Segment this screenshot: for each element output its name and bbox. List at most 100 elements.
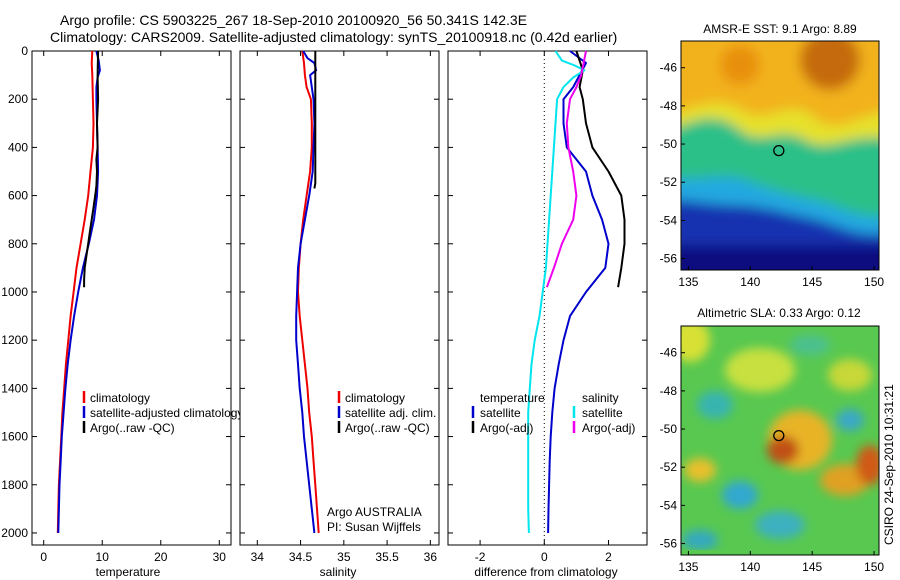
y-tick-label: 600 <box>8 189 28 203</box>
series-line-satellite-adj-clim <box>295 50 318 534</box>
map-x-tick-label: 140 <box>740 560 760 574</box>
sla-argo-location-marker <box>773 429 785 442</box>
x-tick-label: 0 <box>541 550 548 564</box>
x-tick-label: 34.5 <box>289 550 313 564</box>
figure-title-line2: Climatology: CARS2009. Satellite-adjuste… <box>50 29 617 45</box>
x-tick-label: -2 <box>475 550 486 564</box>
map-x-tick-label: 150 <box>864 275 884 289</box>
y-tick-label: 1000 <box>1 285 28 299</box>
difference-xlabel: difference from climatology <box>474 565 617 579</box>
salinity-legend: climatology satellite adj. clim. Argo(..… <box>337 391 436 435</box>
sst-map-panel: AMSR-E SST: 9.1 Argo: 8.89 135 140 145 150 -… <box>660 22 885 289</box>
temperature-axes-frame <box>31 50 232 546</box>
x-tick-label: 0 <box>40 550 47 564</box>
series-line-temperature-argo-adj <box>575 50 626 288</box>
sst-argo-location-marker <box>773 144 785 157</box>
sst-field-cold-edge <box>681 176 879 235</box>
y-tick-label: 1800 <box>1 478 28 492</box>
series-line-temperature-satellite <box>547 50 610 534</box>
salinity-xlabel: salinity <box>320 565 357 579</box>
sla-feature-low <box>722 481 758 509</box>
map-y-tick-label: -52 <box>660 175 678 189</box>
x-tick-label: 20 <box>154 550 168 564</box>
legend-label-sal-satellite: satellite <box>582 406 623 420</box>
temperature-xlabel: temperature <box>96 565 161 579</box>
y-tick-label: 1200 <box>1 333 28 347</box>
sla-feature-high <box>828 359 872 391</box>
map-y-tick-label: -46 <box>660 61 678 75</box>
legend-label-satellite-adjusted: satellite-adjusted climatology <box>90 406 243 420</box>
difference-axes-frame <box>447 50 648 546</box>
sla-feature-low <box>836 409 864 431</box>
map-x-tick-label: 135 <box>678 560 698 574</box>
sst-warm-patch <box>800 41 860 90</box>
sla-feature-high <box>725 348 795 392</box>
map-y-tick-label: -50 <box>660 137 678 151</box>
legend-label-satellite-adj: satellite adj. clim. <box>345 406 436 420</box>
sst-warm-patch <box>720 45 760 85</box>
map-x-tick-label: 140 <box>740 275 760 289</box>
series-line-argo-raw-qc <box>313 51 317 189</box>
figure-title-line1: Argo profile: CS 5903225_267 18-Sep-2010… <box>60 12 527 28</box>
credit-label: CSIRO 24-Sep-2010 10:31:21 <box>882 384 896 545</box>
map-x-tick-label: 150 <box>864 560 884 574</box>
sla-feature-high <box>681 326 710 362</box>
salinity-annotation-line2: PI: Susan Wijffels <box>327 520 421 534</box>
y-tick-label: 400 <box>8 140 28 154</box>
sla-feature-low <box>790 335 830 355</box>
legend-label-argo: Argo(..raw -QC) <box>345 421 430 435</box>
sla-feature-low <box>755 511 805 539</box>
map-y-tick-label: -50 <box>660 422 678 436</box>
legend-label-temp-argo: Argo(-adj) <box>480 421 533 435</box>
map-x-tick-label: 145 <box>802 560 822 574</box>
sla-feature-peak <box>767 436 799 464</box>
temperature-panel: 0 10 20 30 0 200 400 600 800 1000 1200 1400 1600 1800… <box>1 44 243 579</box>
x-tick-label: 2 <box>605 550 612 564</box>
x-tick-label: 35.5 <box>375 550 399 564</box>
sla-feature-high <box>684 458 716 482</box>
legend-label-sal-argo: Argo(-adj) <box>582 421 635 435</box>
sla-feature-high <box>856 445 879 485</box>
y-tick-label: 2000 <box>1 526 28 540</box>
legend-label-climatology: climatology <box>90 391 150 405</box>
temperature-legend: climatology satellite-adjusted climatolo… <box>82 391 243 435</box>
legend-label-climatology: climatology <box>345 391 405 405</box>
legend-heading-salinity: salinity <box>582 391 619 405</box>
sla-map-frame <box>680 325 880 556</box>
sst-heatmap <box>681 41 879 270</box>
salinity-panel: 34 34.5 35 35.5 36 salinity climatology sate… <box>239 50 440 579</box>
salinity-axes-frame <box>239 50 440 546</box>
map-y-tick-label: -48 <box>660 99 678 113</box>
sla-feature-low <box>682 530 718 550</box>
sst-map-title: AMSR-E SST: 9.1 Argo: 8.89 <box>703 22 857 36</box>
map-y-tick-label: -54 <box>660 213 678 227</box>
map-y-tick-label: -56 <box>660 252 678 266</box>
series-line-salinity-satellite <box>527 50 586 534</box>
x-tick-label: 35 <box>337 550 351 564</box>
map-y-tick-label: -54 <box>660 498 678 512</box>
difference-legend: temperature salinity satellite Argo(-adj… <box>471 391 635 435</box>
sla-feature-low <box>697 391 733 419</box>
x-tick-label: 34 <box>251 550 265 564</box>
series-line-salinity-argo-adj <box>545 50 587 288</box>
sst-field-deep-cold <box>681 245 879 270</box>
sla-map-title: Altimetric SLA: 0.33 Argo: 0.12 <box>697 306 861 320</box>
difference-panel: -2 0 2 difference from climatology tempera… <box>447 50 648 579</box>
y-tick-label: 0 <box>21 44 28 58</box>
y-tick-label: 1600 <box>1 430 28 444</box>
legend-label-temp-satellite: satellite <box>480 406 521 420</box>
sst-field-front <box>681 118 879 217</box>
map-y-tick-label: -56 <box>660 537 678 551</box>
map-x-tick-label: 145 <box>802 275 822 289</box>
x-tick-label: 30 <box>213 550 227 564</box>
y-tick-label: 800 <box>8 237 28 251</box>
sla-map-panel: Altimetric SLA: 0.33 Argo: 0.12 13 <box>660 306 885 574</box>
y-tick-label: 200 <box>8 92 28 106</box>
x-tick-label: 36 <box>424 550 438 564</box>
map-y-tick-label: -48 <box>660 384 678 398</box>
x-tick-label: 10 <box>96 550 110 564</box>
y-tick-label: 1400 <box>1 381 28 395</box>
sst-map-frame <box>680 40 880 271</box>
map-y-tick-label: -52 <box>660 460 678 474</box>
